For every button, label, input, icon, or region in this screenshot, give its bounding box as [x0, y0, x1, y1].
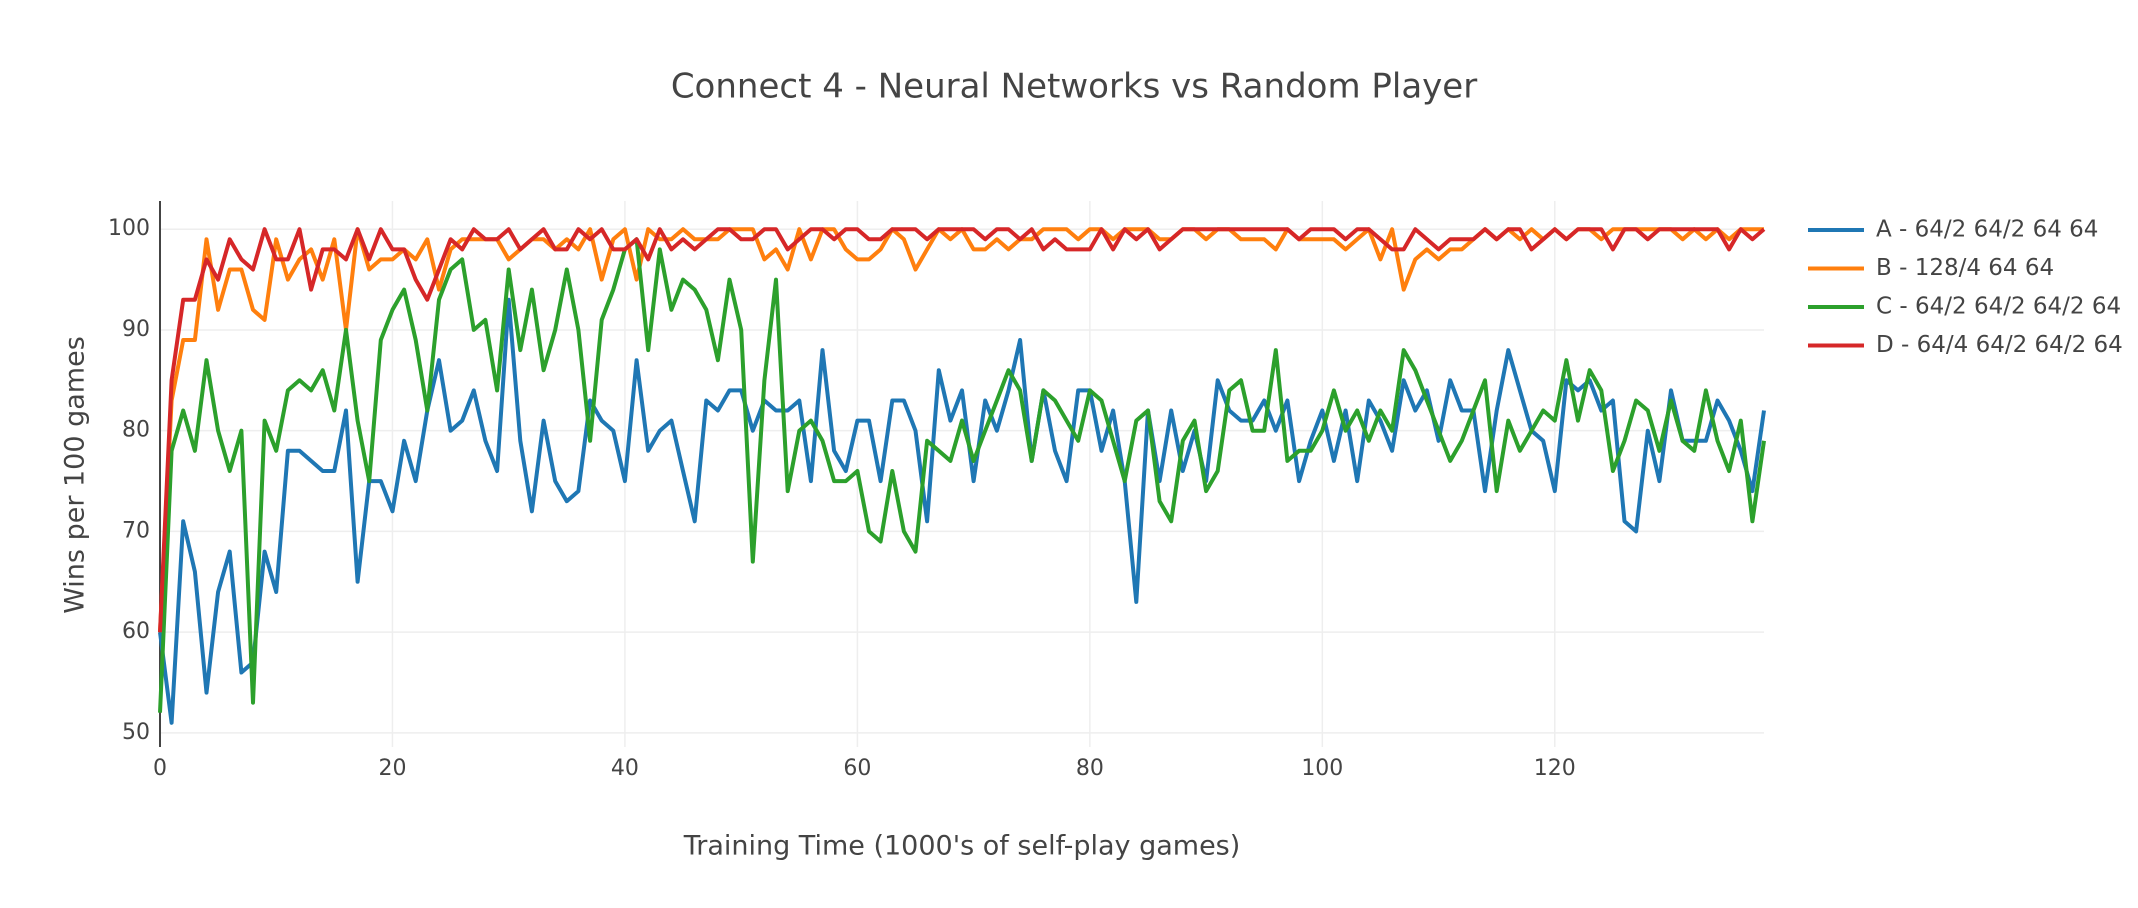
y-tick-label: 50 — [122, 720, 150, 745]
x-tick-label: 100 — [1301, 756, 1343, 781]
y-axis-title: Wins per 100 games — [60, 336, 91, 614]
y-tick-label: 70 — [122, 518, 150, 543]
x-tick-label: 80 — [1076, 756, 1104, 781]
series-line — [158, 227, 1766, 633]
series-line — [158, 297, 1766, 725]
legend-label: A - 64/2 64/2 64 64 — [1876, 217, 2098, 243]
series-line — [158, 237, 1766, 713]
legend-label: D - 64/4 64/2 64/2 64 — [1876, 332, 2123, 358]
y-tick-label: 80 — [122, 418, 150, 443]
x-tick-label: 0 — [153, 756, 167, 781]
x-tick-label: 20 — [378, 756, 406, 781]
x-tick-label: 60 — [843, 756, 871, 781]
x-tick-label: 40 — [611, 756, 639, 781]
legend-label: C - 64/2 64/2 64/2 64 — [1876, 294, 2121, 320]
chart-title: Connect 4 - Neural Networks vs Random Pl… — [671, 67, 1477, 107]
y-tick-label: 90 — [122, 317, 150, 342]
y-tick-label: 100 — [108, 216, 150, 241]
legend-label: B - 128/4 64 64 — [1876, 255, 2054, 281]
x-axis-title: Training Time (1000's of self-play games… — [683, 831, 1241, 862]
x-tick-label: 120 — [1534, 756, 1576, 781]
y-tick-label: 60 — [122, 619, 150, 644]
